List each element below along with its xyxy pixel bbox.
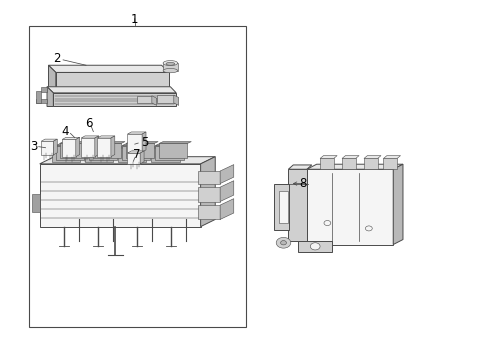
Polygon shape — [298, 241, 331, 252]
Polygon shape — [41, 141, 53, 155]
Polygon shape — [142, 132, 146, 152]
Polygon shape — [89, 145, 117, 160]
Circle shape — [276, 237, 290, 248]
Polygon shape — [93, 143, 121, 158]
Circle shape — [310, 243, 320, 250]
Polygon shape — [41, 87, 47, 92]
Text: 6: 6 — [84, 117, 92, 130]
Text: 2: 2 — [53, 51, 61, 64]
Polygon shape — [198, 187, 220, 202]
Polygon shape — [288, 169, 306, 241]
Bar — [163, 63, 177, 71]
Polygon shape — [341, 158, 355, 169]
Polygon shape — [127, 151, 144, 153]
Polygon shape — [56, 72, 168, 89]
Polygon shape — [155, 145, 183, 160]
Polygon shape — [56, 144, 88, 145]
Polygon shape — [126, 141, 158, 143]
Polygon shape — [320, 156, 336, 158]
Polygon shape — [341, 156, 358, 158]
Text: 8: 8 — [299, 177, 306, 190]
Polygon shape — [220, 165, 233, 184]
Polygon shape — [85, 148, 113, 162]
Polygon shape — [62, 137, 80, 139]
Polygon shape — [89, 144, 121, 145]
Circle shape — [280, 240, 286, 245]
Polygon shape — [127, 132, 146, 134]
Polygon shape — [278, 191, 288, 223]
Polygon shape — [118, 146, 150, 148]
Polygon shape — [32, 194, 40, 212]
Polygon shape — [41, 139, 57, 141]
Polygon shape — [306, 169, 392, 244]
Polygon shape — [97, 138, 111, 157]
Polygon shape — [320, 158, 333, 169]
Polygon shape — [93, 141, 125, 143]
Polygon shape — [363, 158, 377, 169]
Polygon shape — [60, 141, 92, 143]
Text: 7: 7 — [133, 148, 141, 161]
Polygon shape — [127, 134, 142, 152]
Polygon shape — [220, 199, 233, 220]
Polygon shape — [198, 205, 220, 220]
Polygon shape — [152, 96, 157, 105]
Polygon shape — [126, 143, 154, 158]
Circle shape — [324, 221, 330, 226]
Polygon shape — [306, 164, 402, 169]
Text: 5: 5 — [141, 136, 148, 149]
Polygon shape — [151, 148, 179, 162]
Polygon shape — [97, 136, 115, 138]
Polygon shape — [36, 99, 47, 103]
Polygon shape — [52, 148, 80, 162]
Polygon shape — [363, 156, 380, 158]
Polygon shape — [273, 184, 289, 230]
Polygon shape — [62, 139, 76, 157]
Polygon shape — [157, 95, 173, 103]
Polygon shape — [155, 144, 187, 145]
Polygon shape — [151, 146, 183, 148]
Polygon shape — [40, 157, 215, 164]
Ellipse shape — [165, 62, 174, 65]
Polygon shape — [122, 144, 154, 145]
Polygon shape — [220, 181, 233, 202]
Polygon shape — [47, 87, 176, 93]
Polygon shape — [76, 137, 80, 157]
Polygon shape — [140, 151, 144, 164]
Text: 1: 1 — [131, 13, 138, 26]
Polygon shape — [95, 136, 99, 157]
Polygon shape — [53, 93, 176, 107]
Polygon shape — [56, 145, 84, 160]
Polygon shape — [60, 143, 88, 158]
Text: 4: 4 — [61, 125, 69, 139]
Polygon shape — [118, 148, 146, 162]
Ellipse shape — [163, 60, 177, 66]
Polygon shape — [159, 141, 191, 143]
Text: 3: 3 — [30, 140, 38, 153]
Ellipse shape — [163, 68, 177, 73]
Polygon shape — [111, 136, 115, 157]
Polygon shape — [383, 156, 400, 158]
Polygon shape — [40, 164, 200, 226]
Polygon shape — [288, 165, 311, 169]
Polygon shape — [53, 139, 57, 155]
Polygon shape — [48, 65, 168, 72]
Polygon shape — [383, 158, 396, 169]
Polygon shape — [173, 95, 178, 105]
Polygon shape — [47, 87, 53, 107]
Polygon shape — [127, 153, 140, 164]
Polygon shape — [392, 164, 402, 244]
Bar — [29, 26, 245, 327]
Polygon shape — [137, 96, 152, 103]
Polygon shape — [198, 171, 220, 184]
Polygon shape — [200, 157, 215, 226]
Polygon shape — [36, 91, 41, 103]
Polygon shape — [159, 143, 187, 158]
Polygon shape — [85, 146, 117, 148]
Polygon shape — [81, 136, 99, 138]
Circle shape — [365, 226, 371, 231]
Polygon shape — [48, 65, 56, 89]
Polygon shape — [52, 146, 84, 148]
Polygon shape — [122, 145, 150, 160]
Polygon shape — [81, 138, 95, 157]
